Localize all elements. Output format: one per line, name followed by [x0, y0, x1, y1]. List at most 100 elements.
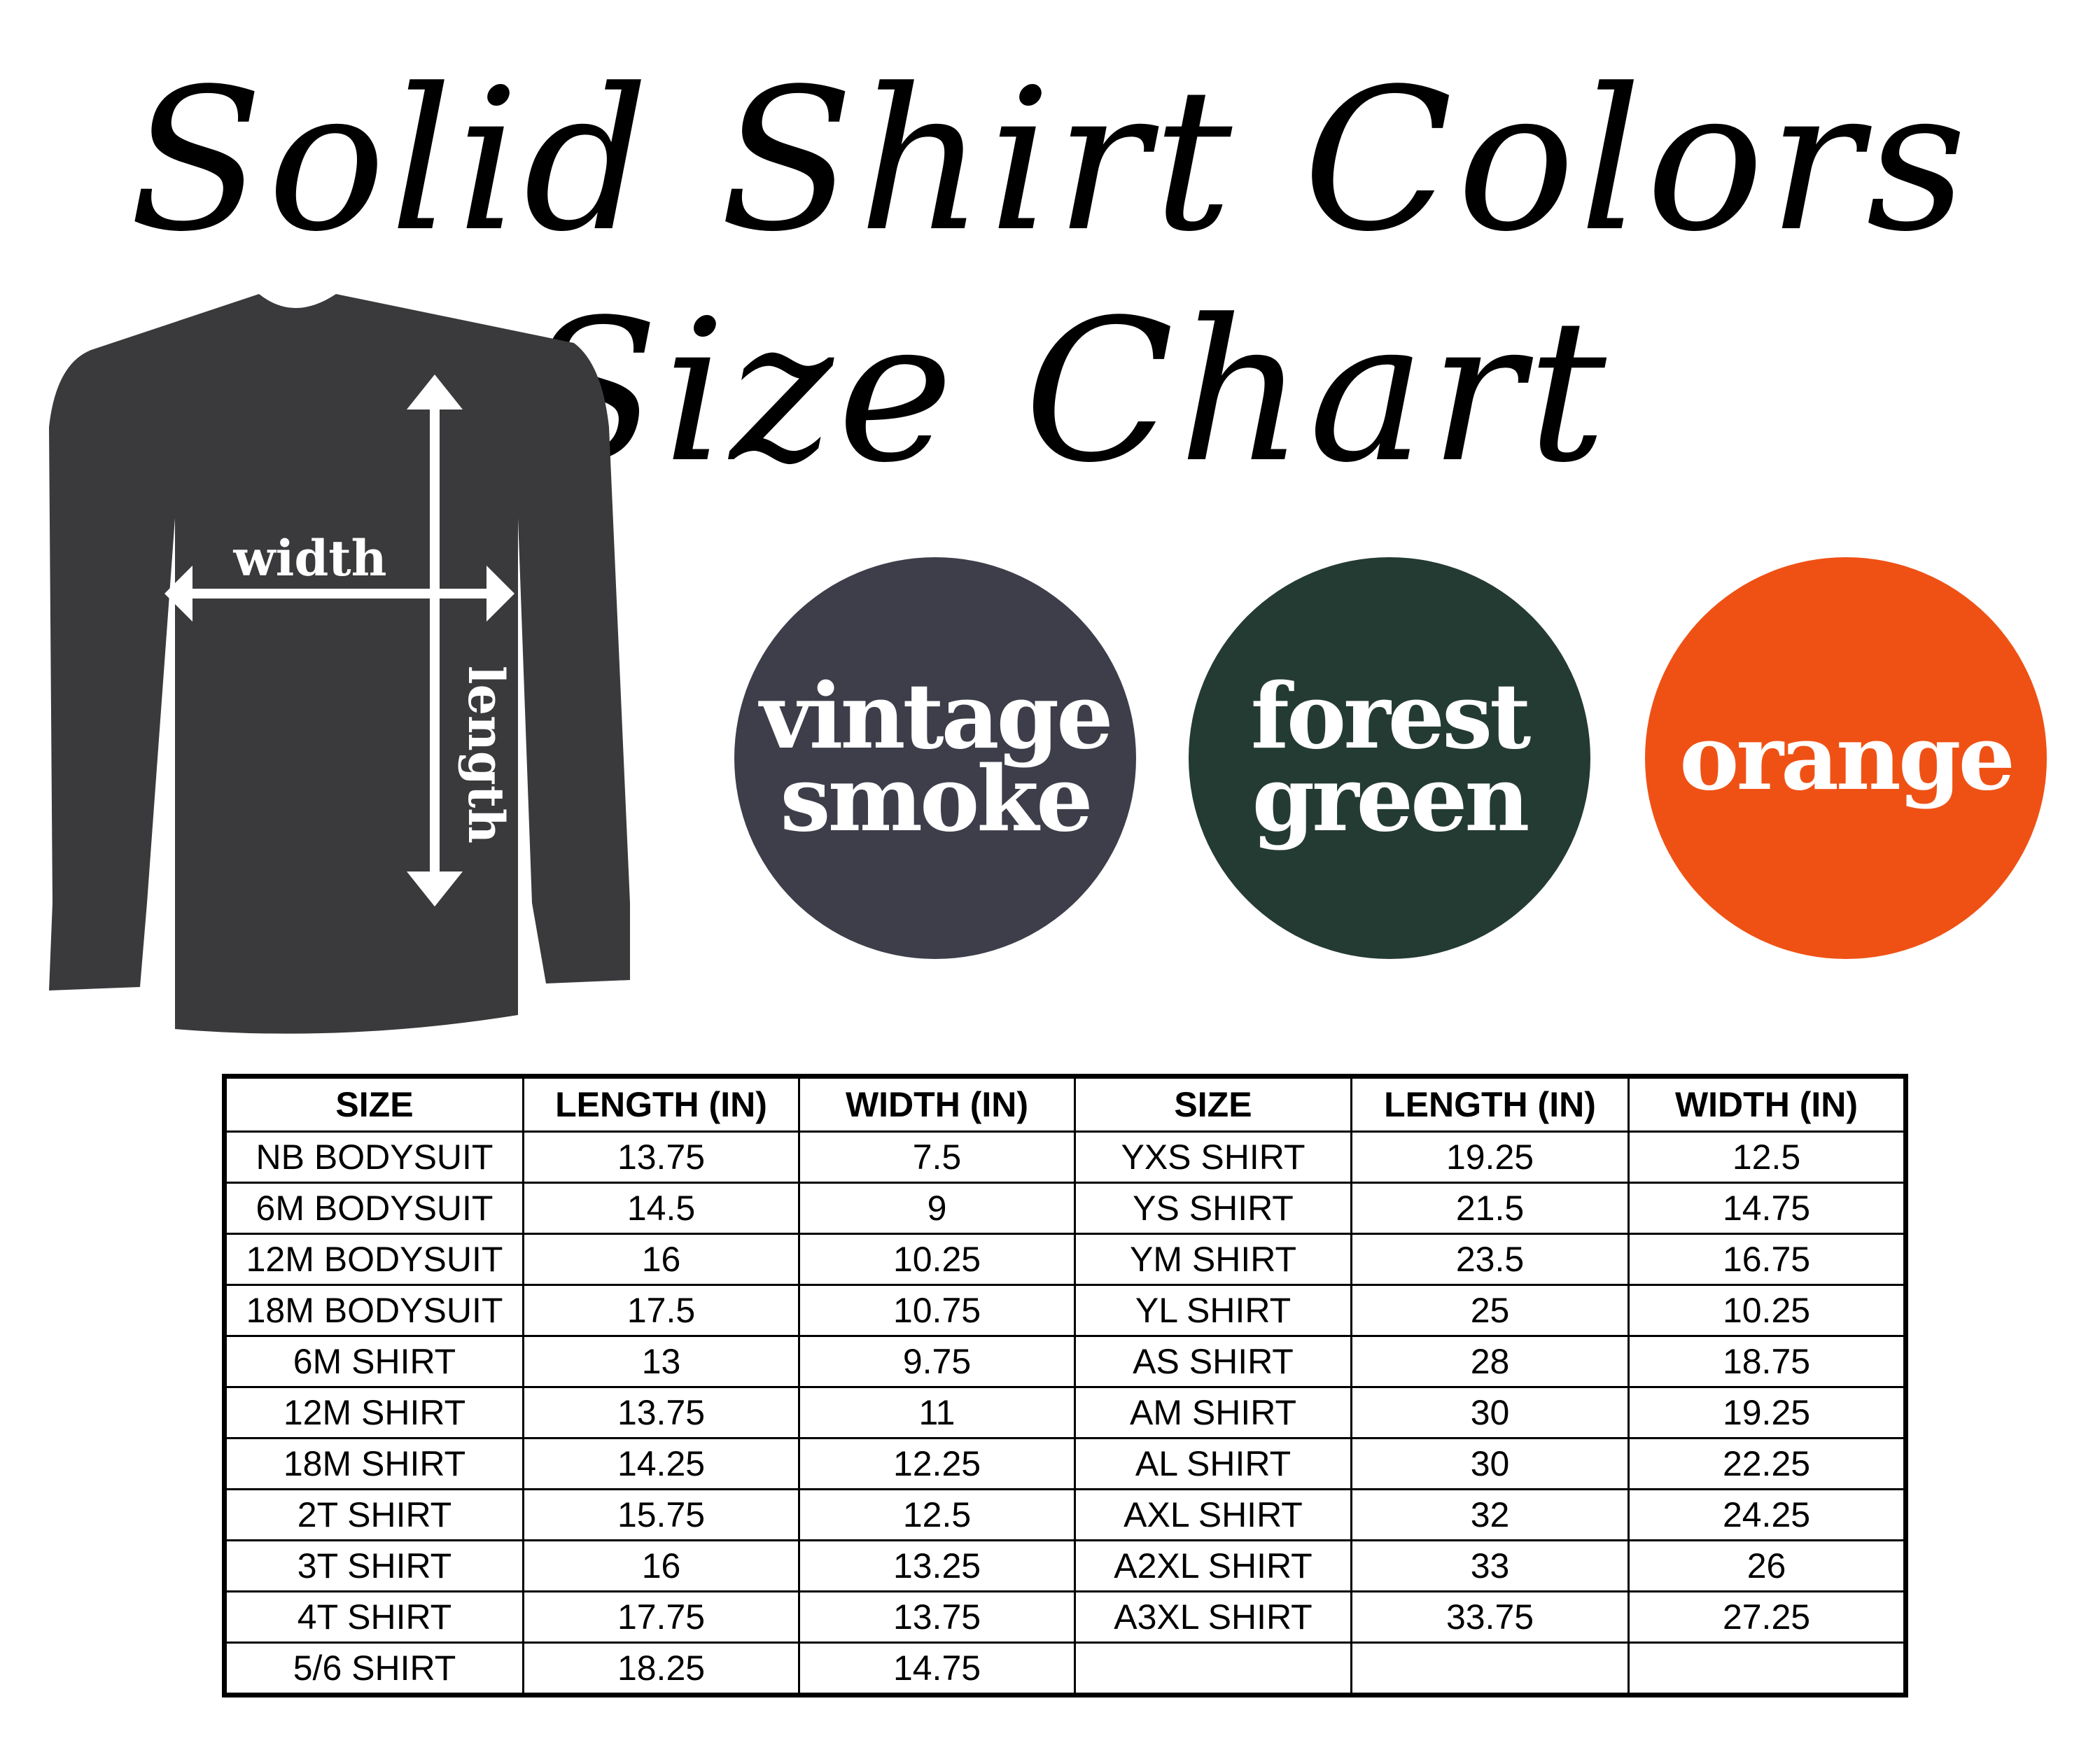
table-cell: 12.25	[798, 1437, 1076, 1490]
table-row: 4T SHIRT 17.75 13.75 A3XL SHIRT 33.75 27.25	[223, 1590, 1907, 1644]
table-cell: 13.75	[522, 1386, 800, 1439]
table-cell: 5/6 SHIRT	[223, 1642, 524, 1696]
table-row: 12M BODYSUIT 16 10.25 YM SHIRT 23.5 16.75	[223, 1233, 1907, 1286]
column-header: LENGTH (IN)	[1350, 1075, 1630, 1133]
color-swatch-orange: orange	[1645, 557, 2047, 959]
table-cell: 14.75	[1628, 1182, 1907, 1235]
table-cell: 13.75	[798, 1590, 1076, 1644]
table-cell: 27.25	[1628, 1590, 1907, 1644]
table-cell: 3T SHIRT	[223, 1539, 524, 1592]
color-name-line2: smoke	[780, 747, 1093, 852]
size-chart-table: SIZE LENGTH (IN) WIDTH (IN) SIZE LENGTH (IN)…	[222, 1074, 1908, 1698]
table-cell: 12M SHIRT	[223, 1386, 524, 1439]
shirt-measurement-diagram: width length	[49, 294, 630, 1034]
table-cell: 6M BODYSUIT	[223, 1182, 524, 1235]
table-cell: A3XL SHIRT	[1074, 1590, 1352, 1644]
table-cell: 13.75	[522, 1130, 800, 1184]
table-cell: 18.25	[522, 1642, 800, 1696]
table-cell: YS SHIRT	[1074, 1182, 1352, 1235]
table-cell: 16	[522, 1539, 800, 1592]
table-cell: 24.25	[1628, 1488, 1907, 1541]
table-cell: 28	[1350, 1335, 1630, 1388]
table-cell: NB BODYSUIT	[223, 1130, 524, 1184]
table-cell: 11	[798, 1386, 1076, 1439]
column-header: WIDTH (IN)	[798, 1075, 1076, 1133]
table-cell: 32	[1350, 1488, 1630, 1541]
color-name-line1: forest	[1250, 664, 1531, 769]
table-cell: 18M BODYSUIT	[223, 1284, 524, 1337]
table-row: 18M SHIRT 14.25 12.25 AL SHIRT 30 22.25	[223, 1437, 1907, 1490]
color-name-line2: green	[1252, 747, 1530, 852]
table-cell: 12.5	[1628, 1130, 1907, 1184]
table-row: NB BODYSUIT 13.75 7.5 YXS SHIRT 19.25 12.5	[223, 1130, 1907, 1184]
width-label: width	[232, 529, 386, 587]
table-cell: YXS SHIRT	[1074, 1130, 1352, 1184]
title-line-1: Solid Shirt Colors	[129, 47, 1971, 275]
long-sleeve-shirt	[49, 294, 630, 1034]
table-cell: 13	[522, 1335, 800, 1388]
table-cell: 12.5	[798, 1488, 1076, 1541]
column-header: SIZE	[223, 1075, 524, 1133]
table-row: 6M BODYSUIT 14.5 9 YS SHIRT 21.5 14.75	[223, 1182, 1907, 1235]
table-cell: 23.5	[1350, 1233, 1630, 1286]
table-header-row: SIZE LENGTH (IN) WIDTH (IN) SIZE LENGTH (IN)…	[223, 1075, 1907, 1133]
table-row: 6M SHIRT 13 9.75 AS SHIRT 28 18.75	[223, 1335, 1907, 1388]
table-cell: YL SHIRT	[1074, 1284, 1352, 1337]
table-cell: 10.25	[798, 1233, 1076, 1286]
table-cell: 18.75	[1628, 1335, 1907, 1388]
table-cell: 26	[1628, 1539, 1907, 1592]
length-arrow	[407, 374, 463, 906]
table-row: 18M BODYSUIT 17.5 10.75 YL SHIRT 25 10.25	[223, 1284, 1907, 1337]
table-cell: 2T SHIRT	[223, 1488, 524, 1541]
table-cell: 19.25	[1350, 1130, 1630, 1184]
table-cell: 4T SHIRT	[223, 1590, 524, 1644]
table-cell: 16.75	[1628, 1233, 1907, 1286]
column-header: LENGTH (IN)	[522, 1075, 800, 1133]
table-cell: 14.75	[798, 1642, 1076, 1696]
table-cell: 18M SHIRT	[223, 1437, 524, 1490]
column-header: WIDTH (IN)	[1628, 1075, 1907, 1133]
table-cell: 10.25	[1628, 1284, 1907, 1337]
table-cell: 12M BODYSUIT	[223, 1233, 524, 1286]
table-cell: YM SHIRT	[1074, 1233, 1352, 1286]
color-name-line1: vintage	[760, 664, 1113, 769]
table-cell: 16	[522, 1233, 800, 1286]
table-cell	[1628, 1642, 1907, 1696]
table-cell: AL SHIRT	[1074, 1437, 1352, 1490]
table-cell: 25	[1350, 1284, 1630, 1337]
table-cell: AM SHIRT	[1074, 1386, 1352, 1439]
table-cell: 21.5	[1350, 1182, 1630, 1235]
width-arrow	[164, 566, 514, 622]
table-cell: AXL SHIRT	[1074, 1488, 1352, 1541]
table-cell: 15.75	[522, 1488, 800, 1541]
table-cell: 6M SHIRT	[223, 1335, 524, 1388]
table-cell: 9	[798, 1182, 1076, 1235]
table-cell: 33	[1350, 1539, 1630, 1592]
table-cell: A2XL SHIRT	[1074, 1539, 1352, 1592]
table-row: 2T SHIRT 15.75 12.5 AXL SHIRT 32 24.25	[223, 1488, 1907, 1541]
table-cell: 30	[1350, 1386, 1630, 1439]
color-swatch-vintage-smoke: vintage smoke	[734, 557, 1136, 959]
table-row: 12M SHIRT 13.75 11 AM SHIRT 30 19.25	[223, 1386, 1907, 1439]
length-label: length	[457, 666, 515, 844]
table-cell: 7.5	[798, 1130, 1076, 1184]
table-row: 5/6 SHIRT 18.25 14.75	[223, 1642, 1907, 1696]
column-header: SIZE	[1074, 1075, 1352, 1133]
color-swatch-forest-green: forest green	[1189, 557, 1590, 959]
table-cell: 30	[1350, 1437, 1630, 1490]
table-cell: 33.75	[1350, 1590, 1630, 1644]
table-cell: 17.5	[522, 1284, 800, 1337]
table-cell	[1074, 1642, 1352, 1696]
table-cell: 13.25	[798, 1539, 1076, 1592]
table-row: 3T SHIRT 16 13.25 A2XL SHIRT 33 26	[223, 1539, 1907, 1592]
table-cell: 22.25	[1628, 1437, 1907, 1490]
table-cell: 19.25	[1628, 1386, 1907, 1439]
table-cell: 14.5	[522, 1182, 800, 1235]
table-cell: 10.75	[798, 1284, 1076, 1337]
table-cell: 17.75	[522, 1590, 800, 1644]
table-cell	[1350, 1642, 1630, 1696]
table-cell: 9.75	[798, 1335, 1076, 1388]
color-name-line1: orange	[1679, 706, 2015, 811]
table-cell: 14.25	[522, 1437, 800, 1490]
table-cell: AS SHIRT	[1074, 1335, 1352, 1388]
